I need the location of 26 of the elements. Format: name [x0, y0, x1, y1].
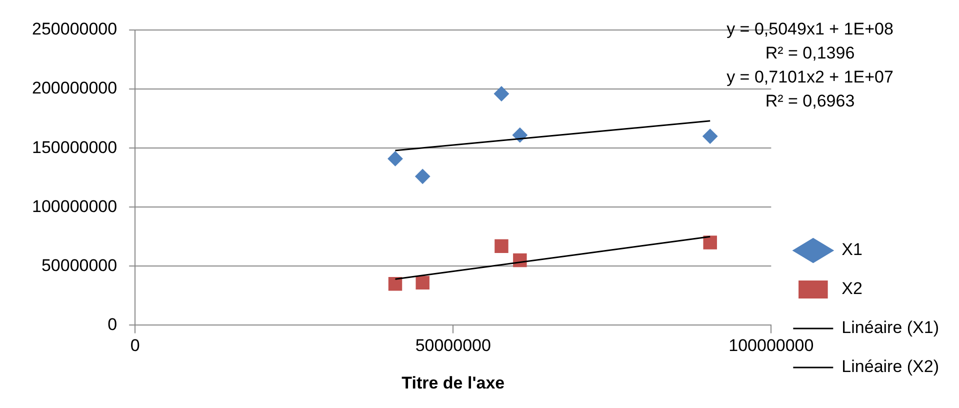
y-tick-label: 200000000	[32, 78, 118, 98]
point	[415, 168, 430, 184]
legend-label: X2	[842, 279, 862, 298]
point	[388, 151, 403, 166]
annotation: y = 0,7101x2 + 1E+07	[726, 68, 894, 87]
point	[494, 239, 508, 253]
point	[388, 277, 402, 291]
legend-label: Linéaire (X1)	[842, 318, 939, 338]
y-tick-label: 50000000	[41, 256, 118, 275]
y-tick-label: 150000000	[32, 138, 118, 157]
legend-label: Linéaire (X2)	[842, 357, 939, 376]
point	[494, 86, 509, 102]
point	[416, 276, 430, 290]
annotation: R² = 0,1396	[765, 44, 855, 63]
y-tick-label: 250000000	[32, 20, 118, 39]
x-tick-label: 0	[130, 336, 140, 356]
x-tick-label: 100000000	[728, 336, 814, 356]
annotation: R² = 0,6963	[765, 92, 855, 111]
annotation: y = 0,5049x1 + 1E+08	[726, 20, 894, 39]
point	[703, 236, 717, 250]
y-tick-label: 100000000	[32, 196, 118, 216]
legend-label: X1	[842, 240, 862, 260]
point	[702, 128, 718, 144]
y-tick-label: 0	[108, 314, 118, 334]
x-tick-label: 50000000	[415, 336, 491, 356]
x-axis-title: Titre de l'axe	[402, 373, 505, 392]
